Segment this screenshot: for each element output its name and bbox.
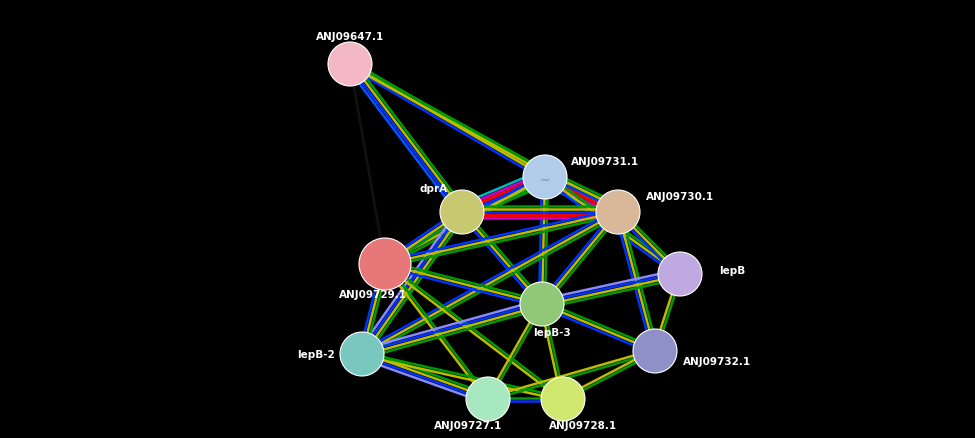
Text: ANJ09730.1: ANJ09730.1 (645, 191, 714, 201)
Text: lepB-2: lepB-2 (297, 349, 334, 359)
Text: ANJ09732.1: ANJ09732.1 (682, 356, 751, 366)
Text: ANJ09729.1: ANJ09729.1 (339, 290, 407, 299)
Circle shape (328, 43, 372, 87)
Text: ANJ09728.1: ANJ09728.1 (549, 420, 617, 430)
Circle shape (359, 238, 411, 290)
Circle shape (440, 191, 484, 234)
Circle shape (658, 252, 702, 297)
Text: ANJ09731.1: ANJ09731.1 (571, 157, 639, 166)
Text: lepB-3: lepB-3 (533, 327, 571, 337)
Circle shape (520, 283, 564, 326)
Text: ANJ09727.1: ANJ09727.1 (434, 420, 502, 430)
Text: lepB: lepB (719, 265, 745, 276)
Circle shape (596, 191, 640, 234)
Text: dprA: dprA (420, 184, 449, 194)
Circle shape (633, 329, 677, 373)
Circle shape (466, 377, 510, 421)
Circle shape (340, 332, 384, 376)
Circle shape (541, 377, 585, 421)
Circle shape (523, 155, 567, 200)
Text: ANJ09647.1: ANJ09647.1 (316, 32, 384, 42)
Text: ~: ~ (540, 173, 550, 186)
